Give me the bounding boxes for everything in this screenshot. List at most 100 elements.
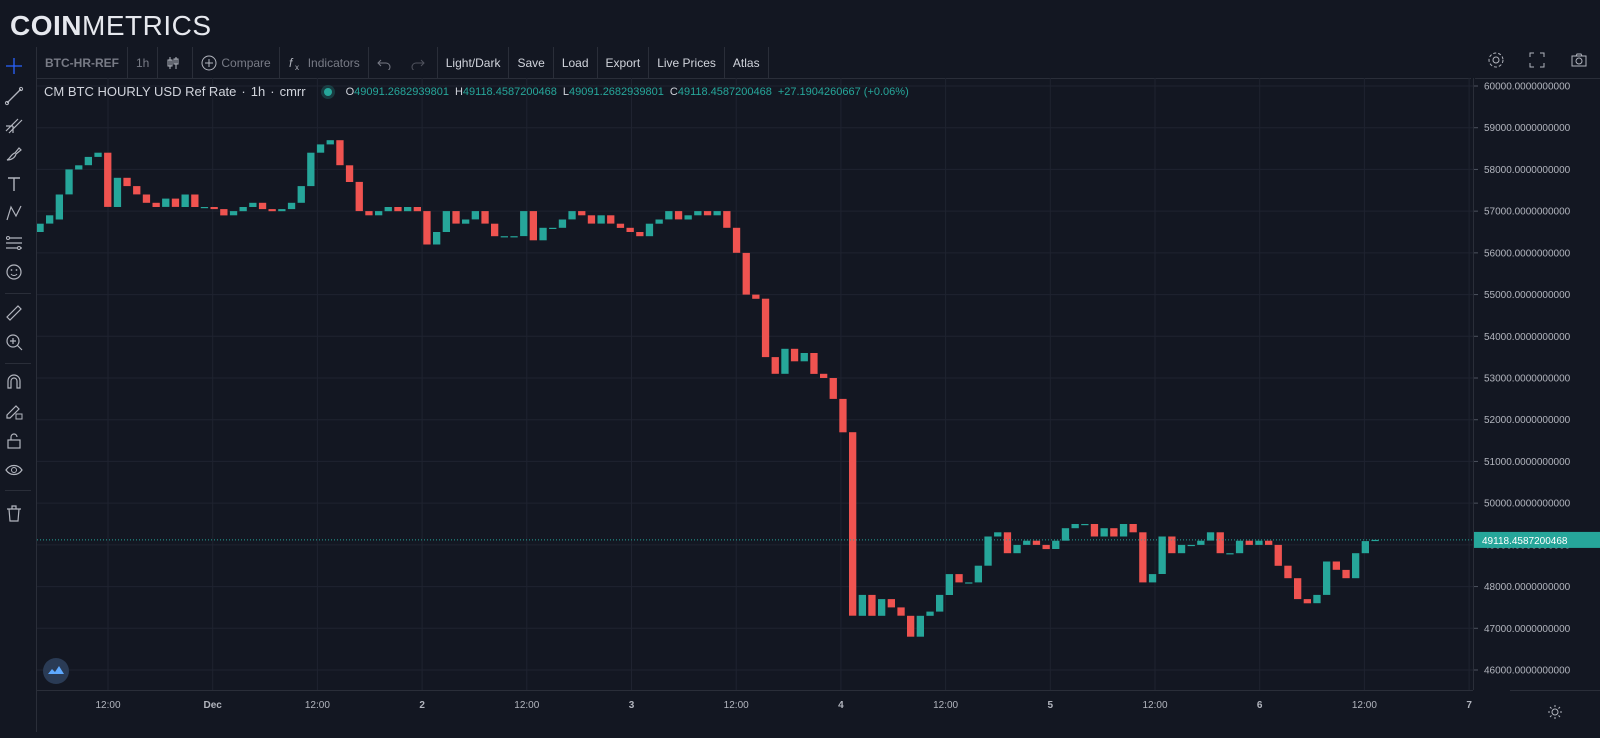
candle-up [1235, 540, 1244, 554]
candle-down [771, 357, 779, 374]
candle-down [210, 207, 218, 210]
candle-up [278, 209, 286, 212]
magnet-icon[interactable] [3, 371, 25, 393]
time-tick-label: 12:00 [514, 700, 539, 711]
candle-up [1013, 544, 1021, 554]
time-tick-label: 12:00 [933, 700, 958, 711]
lock-icon[interactable] [3, 430, 25, 452]
candle-down [365, 211, 373, 216]
camera-icon[interactable] [1570, 51, 1588, 74]
candle-down [607, 215, 615, 224]
candle-up [1158, 536, 1166, 574]
ruler-icon[interactable] [3, 302, 25, 324]
candle-up [442, 211, 450, 232]
candle-down [820, 373, 828, 378]
lock-draw-icon[interactable] [3, 400, 25, 422]
candle-down [907, 615, 915, 637]
light-dark-button[interactable]: Light/Dark [438, 47, 510, 78]
sun-icon [1548, 705, 1562, 719]
fib-icon[interactable] [3, 114, 25, 136]
candle-down [1294, 578, 1302, 600]
tradingview-badge-icon[interactable] [43, 658, 69, 684]
candle-down [1342, 569, 1350, 579]
candle-down [142, 194, 151, 203]
candle-down [829, 378, 837, 399]
compare-label: Compare [221, 55, 271, 70]
candle-up [55, 194, 63, 220]
brush-icon[interactable] [3, 143, 25, 165]
trend-line-icon[interactable] [3, 85, 25, 107]
legend-source: cmrr [279, 84, 306, 99]
price-tick-label: 60000.0000000000 [1484, 82, 1571, 93]
text-icon[interactable] [3, 173, 25, 195]
trash-icon[interactable] [3, 502, 25, 524]
export-button[interactable]: Export [598, 47, 650, 78]
candlestick-chart[interactable] [37, 78, 1473, 690]
candle-down [1265, 540, 1273, 545]
sidebar-divider [5, 363, 31, 364]
candle-up [37, 223, 44, 232]
settings-icon[interactable] [1487, 51, 1505, 74]
high-label: H [454, 85, 463, 98]
sidebar-divider [5, 293, 31, 294]
candle-up [520, 211, 528, 237]
candle-up [945, 574, 953, 595]
candle-up [1119, 524, 1128, 537]
candle-up [965, 582, 973, 584]
plus-circle-icon [201, 55, 217, 70]
save-button[interactable]: Save [509, 47, 554, 78]
fullscreen-icon[interactable] [1528, 51, 1546, 74]
candle-down [1168, 536, 1176, 554]
candle-down [1042, 544, 1050, 550]
compare-button[interactable]: Compare [193, 47, 280, 78]
time-tick-label: Dec [204, 700, 223, 711]
candle-up [1023, 540, 1031, 545]
candle-up [404, 207, 412, 212]
candle-down [955, 574, 963, 583]
time-tick-label: 7 [1466, 700, 1472, 711]
redo-button[interactable] [403, 47, 438, 78]
candle-up [1313, 594, 1321, 604]
chart-type-button[interactable] [158, 47, 194, 78]
atlas-button[interactable]: Atlas [725, 47, 769, 78]
candle-up [1187, 544, 1195, 547]
candle-down [1303, 599, 1311, 604]
axis-settings[interactable] [1510, 690, 1600, 733]
undo-button[interactable] [369, 47, 403, 78]
candle-down [732, 227, 741, 253]
load-button[interactable]: Load [554, 47, 598, 78]
price-tick-label: 56000.0000000000 [1484, 248, 1571, 259]
candle-down [171, 198, 180, 207]
candle-up [239, 207, 247, 212]
price-tick-label: 58000.0000000000 [1484, 165, 1571, 176]
emoji-icon[interactable] [3, 261, 25, 283]
time-tick-label: 12:00 [724, 700, 749, 711]
symbol-search[interactable]: BTC-HR-REF [37, 47, 128, 78]
candle-up [1361, 541, 1369, 554]
candle-up [65, 169, 73, 195]
candle-down [587, 215, 596, 224]
pattern-icon[interactable] [3, 202, 25, 224]
candle-up [597, 215, 605, 224]
time-axis[interactable]: 12:00 Dec 12:00 2 12:00 3 12:00 4 12:00 5 12:00 6 12… [37, 690, 1473, 733]
live-prices-button[interactable]: Live Prices [649, 47, 725, 78]
undo-icon [377, 59, 391, 70]
candle-up [1371, 539, 1379, 542]
crosshair-icon[interactable] [3, 55, 25, 77]
low-label: L [562, 85, 570, 98]
eye-icon[interactable] [3, 459, 25, 481]
zoom-in-icon[interactable] [3, 331, 25, 353]
candle-down [123, 177, 131, 187]
forecast-icon[interactable] [3, 232, 25, 254]
last-price-label: 49118.4587200468 [1482, 536, 1568, 547]
interval-selector[interactable]: 1h [128, 47, 159, 78]
candle-up [558, 219, 567, 228]
candle-down [761, 298, 770, 358]
time-tick-label: 4 [838, 700, 844, 711]
candle-down [849, 432, 857, 616]
price-axis[interactable]: 60000.0000000000 59000.0000000000 58000.00… [1473, 78, 1600, 690]
candle-up [1226, 553, 1234, 555]
candle-down [152, 202, 160, 207]
coinmetrics-logo: COINMETRICS [10, 10, 212, 41]
